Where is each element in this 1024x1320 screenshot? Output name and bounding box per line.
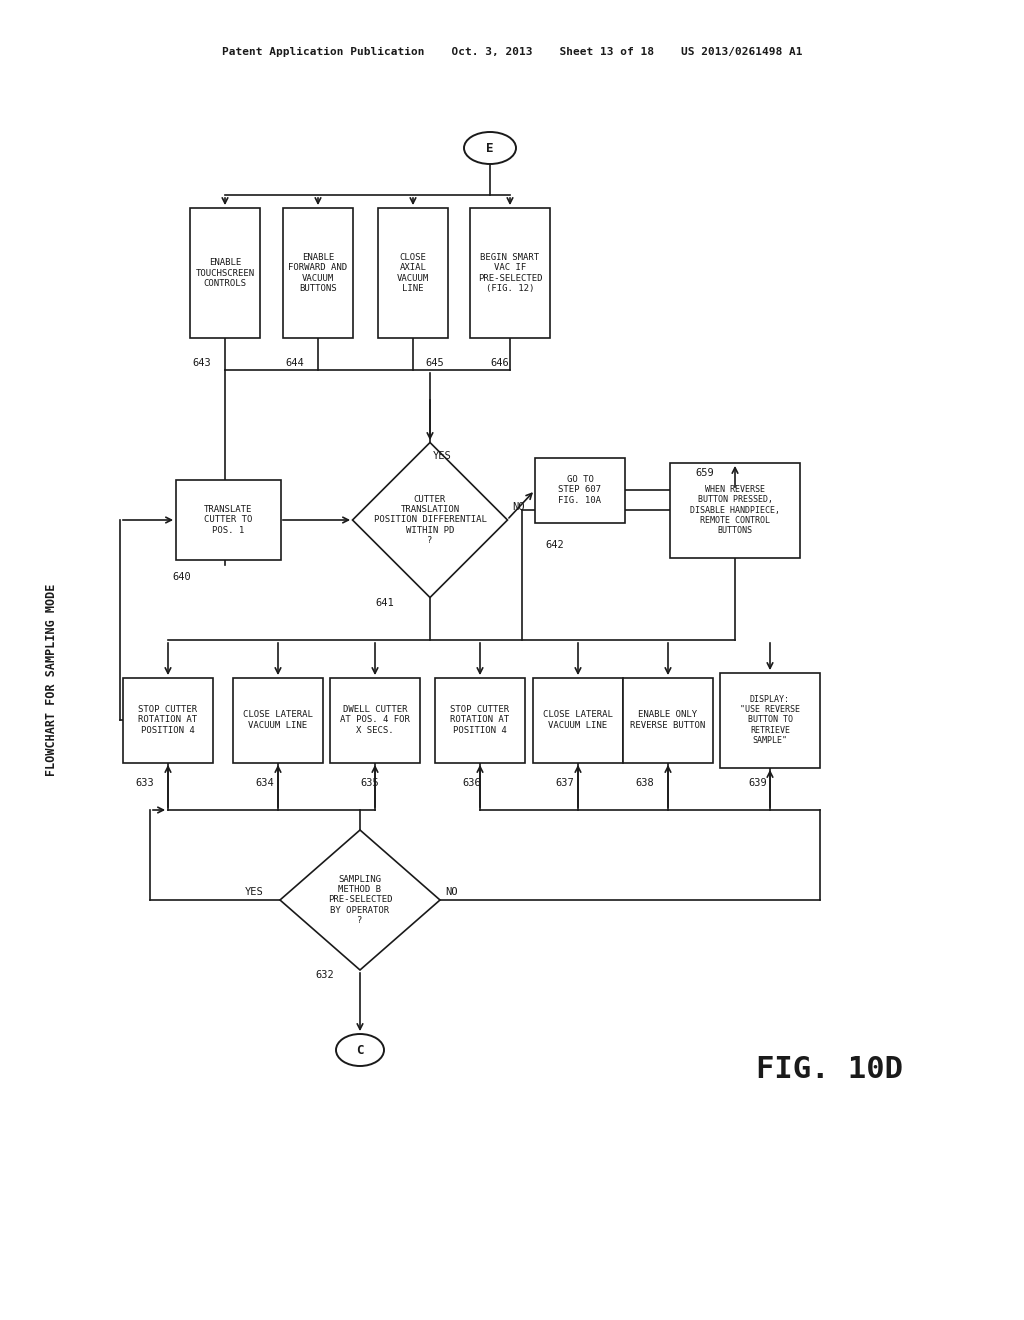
Text: 633: 633 — [135, 777, 154, 788]
FancyBboxPatch shape — [283, 209, 353, 338]
FancyBboxPatch shape — [233, 677, 323, 763]
Polygon shape — [280, 830, 440, 970]
Text: WHEN REVERSE
BUTTON PRESSED,
DISABLE HANDPIECE,
REMOTE CONTROL
BUTTONS: WHEN REVERSE BUTTON PRESSED, DISABLE HAN… — [690, 484, 780, 536]
Text: 646: 646 — [490, 358, 509, 368]
Text: NO: NO — [445, 887, 458, 898]
Text: 643: 643 — [193, 358, 211, 368]
Text: SAMPLING
METHOD B
PRE-SELECTED
BY OPERATOR
?: SAMPLING METHOD B PRE-SELECTED BY OPERAT… — [328, 875, 392, 925]
Text: C: C — [356, 1044, 364, 1056]
Text: FIG. 10D: FIG. 10D — [757, 1056, 903, 1085]
Text: 632: 632 — [315, 970, 334, 979]
Text: 641: 641 — [375, 598, 394, 609]
Text: Patent Application Publication    Oct. 3, 2013    Sheet 13 of 18    US 2013/0261: Patent Application Publication Oct. 3, 2… — [222, 48, 802, 57]
Text: 635: 635 — [360, 777, 379, 788]
FancyBboxPatch shape — [535, 458, 625, 523]
Text: ENABLE
TOUCHSCREEN
CONTROLS: ENABLE TOUCHSCREEN CONTROLS — [196, 259, 255, 288]
Text: 634: 634 — [255, 777, 273, 788]
Text: ENABLE ONLY
REVERSE BUTTON: ENABLE ONLY REVERSE BUTTON — [631, 710, 706, 730]
Text: GO TO
STEP 607
FIG. 10A: GO TO STEP 607 FIG. 10A — [558, 475, 601, 504]
Text: CLOSE
AXIAL
VACUUM
LINE: CLOSE AXIAL VACUUM LINE — [397, 253, 429, 293]
Text: CUTTER
TRANSLATION
POSITION DIFFERENTIAL
WITHIN PD
?: CUTTER TRANSLATION POSITION DIFFERENTIAL… — [374, 495, 486, 545]
Text: YES: YES — [245, 887, 264, 898]
Text: CLOSE LATERAL
VACUUM LINE: CLOSE LATERAL VACUUM LINE — [243, 710, 313, 730]
Polygon shape — [352, 442, 508, 598]
FancyBboxPatch shape — [175, 480, 281, 560]
Text: 640: 640 — [172, 572, 190, 582]
Text: TRANSLATE
CUTTER TO
POS. 1: TRANSLATE CUTTER TO POS. 1 — [204, 506, 252, 535]
Text: 639: 639 — [748, 777, 767, 788]
FancyBboxPatch shape — [435, 677, 525, 763]
FancyBboxPatch shape — [470, 209, 550, 338]
Text: E: E — [486, 141, 494, 154]
Text: DISPLAY:
"USE REVERSE
BUTTON TO
RETRIEVE
SAMPLE": DISPLAY: "USE REVERSE BUTTON TO RETRIEVE… — [740, 694, 800, 746]
Text: FLOWCHART FOR SAMPLING MODE: FLOWCHART FOR SAMPLING MODE — [45, 583, 58, 776]
FancyBboxPatch shape — [670, 462, 800, 557]
Text: 636: 636 — [462, 777, 480, 788]
Text: 637: 637 — [555, 777, 573, 788]
Ellipse shape — [464, 132, 516, 164]
Text: NO: NO — [512, 502, 524, 512]
Text: 642: 642 — [545, 540, 564, 550]
FancyBboxPatch shape — [378, 209, 449, 338]
Text: YES: YES — [433, 451, 452, 461]
FancyBboxPatch shape — [190, 209, 260, 338]
Text: DWELL CUTTER
AT POS. 4 FOR
X SECS.: DWELL CUTTER AT POS. 4 FOR X SECS. — [340, 705, 410, 735]
FancyBboxPatch shape — [534, 677, 623, 763]
Text: STOP CUTTER
ROTATION AT
POSITION 4: STOP CUTTER ROTATION AT POSITION 4 — [451, 705, 510, 735]
Text: CLOSE LATERAL
VACUUM LINE: CLOSE LATERAL VACUUM LINE — [543, 710, 613, 730]
Text: 659: 659 — [695, 469, 714, 478]
FancyBboxPatch shape — [330, 677, 420, 763]
FancyBboxPatch shape — [123, 677, 213, 763]
Text: 644: 644 — [285, 358, 304, 368]
Text: ENABLE
FORWARD AND
VACUUM
BUTTONS: ENABLE FORWARD AND VACUUM BUTTONS — [289, 253, 347, 293]
Text: 638: 638 — [635, 777, 653, 788]
Text: BEGIN SMART
VAC IF
PRE-SELECTED
(FIG. 12): BEGIN SMART VAC IF PRE-SELECTED (FIG. 12… — [478, 253, 543, 293]
FancyBboxPatch shape — [623, 677, 713, 763]
FancyBboxPatch shape — [720, 672, 820, 767]
Ellipse shape — [336, 1034, 384, 1067]
Text: 645: 645 — [425, 358, 443, 368]
Text: STOP CUTTER
ROTATION AT
POSITION 4: STOP CUTTER ROTATION AT POSITION 4 — [138, 705, 198, 735]
